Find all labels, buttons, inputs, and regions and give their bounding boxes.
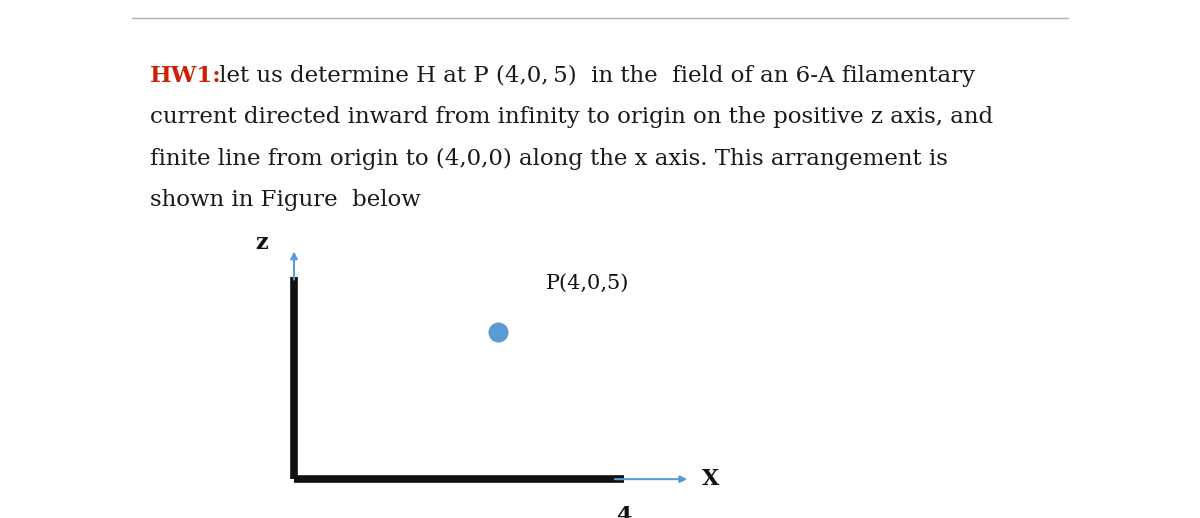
Text: HW1:: HW1:	[150, 65, 222, 87]
Text: 4: 4	[617, 505, 631, 518]
Text: z: z	[254, 233, 268, 254]
Text: shown in Figure  below: shown in Figure below	[150, 189, 421, 211]
Text: P(4,0,5): P(4,0,5)	[546, 274, 629, 293]
Text: X: X	[702, 468, 719, 490]
Text: current directed inward from infinity to origin on the positive z axis, and: current directed inward from infinity to…	[150, 106, 994, 128]
Point	[488, 327, 508, 336]
Text: let us determine H at P (4,0, 5)  in the  field of an 6-A filamentary: let us determine H at P (4,0, 5) in the …	[212, 65, 976, 87]
Text: finite line from origin to (4,0,0) along the x axis. This arrangement is: finite line from origin to (4,0,0) along…	[150, 148, 948, 170]
